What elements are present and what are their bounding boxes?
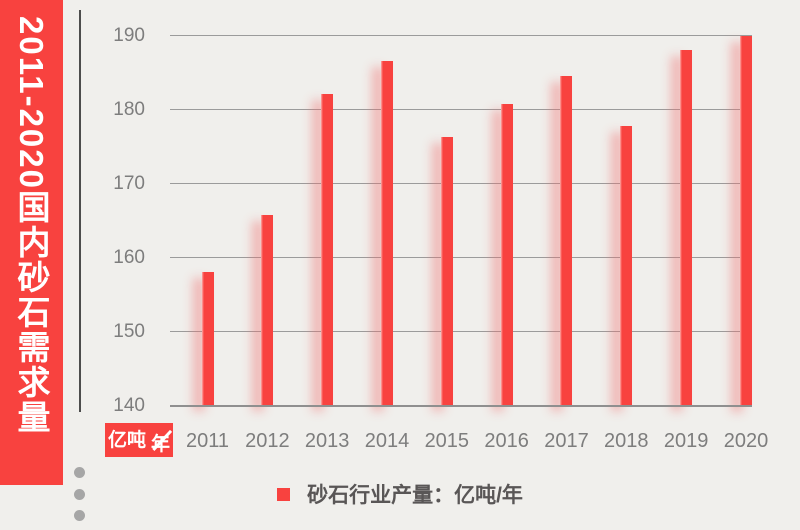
x-tick-2012: 2012 [245, 430, 290, 452]
dot-icon [74, 510, 85, 521]
gridline-140 [170, 404, 752, 407]
bar-2020 [739, 35, 752, 406]
x-tick-2016: 2016 [484, 430, 529, 452]
bar-2016 [500, 103, 513, 406]
x-tick-2011: 2011 [185, 430, 229, 452]
y-tick-160: 160 [113, 246, 145, 268]
gridline-190 [170, 34, 752, 36]
bar-2018 [620, 125, 633, 406]
y-tick-150: 150 [113, 320, 145, 342]
decorative-dots [74, 467, 85, 530]
y-tick-140: 140 [113, 394, 145, 416]
x-tick-2017: 2017 [544, 430, 589, 452]
page-title: 2011-2020国内砂石需求量 [13, 16, 50, 435]
title-banner: 2011-2020国内砂石需求量 [0, 0, 63, 485]
bar-2014 [380, 61, 393, 406]
legend-swatch-icon [277, 487, 291, 501]
gridline-160 [170, 256, 752, 258]
unit-numerator-label: 亿吨 [108, 430, 147, 451]
x-tick-2019: 2019 [663, 430, 709, 452]
x-tick-2015: 2015 [424, 430, 470, 452]
chart-legend: 砂石行业产量：亿吨/年 [0, 482, 800, 507]
bar-2013 [321, 93, 334, 406]
legend-label: 砂石行业产量：亿吨/年 [307, 484, 523, 507]
bar-2012 [261, 214, 274, 406]
bar-2011 [201, 271, 214, 406]
x-tick-2014: 2014 [364, 430, 410, 452]
bar-2015 [440, 136, 453, 406]
x-tick-2018: 2018 [604, 430, 649, 452]
bar-2017 [560, 76, 573, 406]
dot-icon [74, 488, 85, 500]
x-tick-2013: 2013 [304, 430, 350, 452]
gridline-180 [170, 108, 752, 110]
axis-unit-badge: 亿吨 年 [105, 423, 173, 457]
unit-denominator-label: 年 [150, 434, 170, 455]
y-tick-180: 180 [113, 98, 145, 120]
divider-line [79, 10, 81, 412]
gridline-170 [170, 182, 752, 184]
x-tick-2020: 2020 [723, 430, 769, 452]
y-tick-190: 190 [113, 24, 145, 46]
y-tick-170: 170 [113, 172, 145, 194]
bar-2019 [680, 49, 693, 406]
dot-icon [74, 467, 85, 478]
gridline-150 [170, 330, 752, 332]
